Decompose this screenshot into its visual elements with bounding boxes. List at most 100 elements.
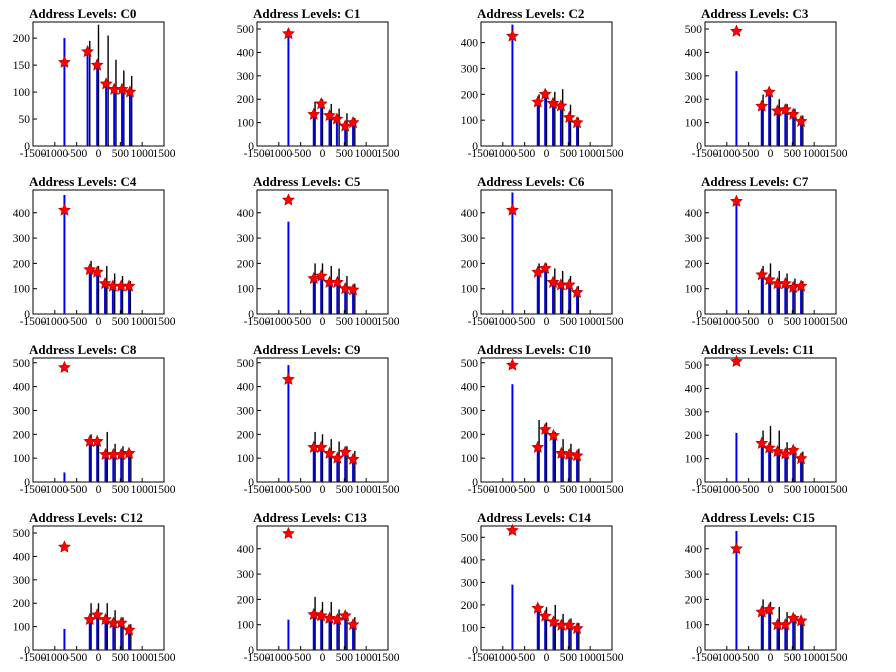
peak-star (554, 446, 568, 459)
y-tick-label: 100 (13, 284, 31, 296)
peak-star (81, 44, 94, 58)
panel-c13: Address Levels: C13 0 100 200 300 400 -1500-10… (237, 510, 400, 664)
x-tick-label: -1500 (692, 484, 719, 496)
x-tick-label: 0 (768, 652, 774, 664)
peak-star (346, 617, 360, 631)
x-tick-label: -500 (290, 484, 311, 496)
y-tick-label: 300 (685, 407, 703, 419)
panel-c9: Address Levels: C90100200300400500-1500-… (237, 342, 400, 496)
y-tick-label: 300 (461, 64, 479, 76)
panel-c15: Address Levels: C15 0 100 200 300 400 -1500-10… (685, 510, 848, 664)
peak-star (346, 283, 360, 296)
y-tick-label: 200 (461, 600, 479, 612)
y-tick-label: 200 (685, 430, 703, 442)
panel-title: Address Levels: C7 (701, 174, 809, 189)
x-tick-label: 0 (320, 316, 326, 328)
x-tick-label: 1500 (601, 148, 624, 160)
peak-star (778, 102, 792, 116)
peak-star (307, 107, 321, 120)
x-tick-label: 1500 (601, 484, 624, 496)
x-tick-label: 1000 (803, 652, 826, 664)
panel-c3: Address Levels: C30100200300400500-1500-… (685, 6, 848, 160)
x-tick-label: -1000 (265, 148, 292, 160)
x-tick-label: -1000 (713, 484, 740, 496)
peak-star (506, 29, 519, 42)
x-tick-label: -500 (290, 148, 311, 160)
x-tick-label: 0 (544, 148, 550, 160)
y-tick-label: 400 (685, 208, 703, 220)
y-tick-label: 200 (685, 94, 703, 106)
peak-star (323, 446, 336, 459)
panel-title: Address Levels: C11 (701, 342, 814, 357)
y-tick-label: 500 (237, 24, 255, 36)
peak-star (122, 446, 136, 459)
peak-star (794, 279, 808, 292)
panel-title: Address Levels: C5 (253, 174, 361, 189)
x-tick-label: 500 (336, 484, 354, 496)
peak-star (90, 434, 104, 447)
y-tick-label: 300 (461, 233, 479, 245)
x-tick-label: 1000 (131, 652, 154, 664)
y-tick-label: 300 (237, 569, 255, 581)
peak-star (570, 116, 584, 129)
peak-star (562, 447, 576, 461)
x-tick-label: 500 (336, 316, 354, 328)
peak-star (506, 203, 519, 216)
x-tick-label: 500 (560, 484, 578, 496)
peak-star (122, 279, 136, 292)
peak-star (531, 601, 545, 614)
y-tick-label: 0 (696, 141, 702, 153)
x-tick-label: 1500 (377, 652, 400, 664)
x-tick-label: 1500 (153, 652, 176, 664)
x-tick-label: 0 (544, 484, 550, 496)
y-tick-label: 500 (685, 360, 703, 372)
x-tick-label: -1500 (20, 148, 47, 160)
x-tick-label: 1500 (825, 652, 848, 664)
x-tick-label: -500 (514, 148, 535, 160)
y-tick-label: 0 (472, 477, 478, 489)
peak-star (282, 193, 295, 206)
peak-star (570, 449, 584, 462)
x-tick-label: -1000 (41, 316, 68, 328)
panel-c7: Address Levels: C7 0 100 200 300 400 -1500-100… (685, 174, 848, 328)
y-tick-label: 500 (461, 358, 479, 370)
x-tick-label: 1000 (579, 148, 602, 160)
y-tick-label: 100 (685, 118, 703, 130)
x-tick-label: 1000 (355, 652, 378, 664)
panel-c14: Address Levels: C14 0 100 200 300 400 500 -1500… (461, 510, 624, 664)
y-tick-label: 400 (237, 208, 255, 220)
peak-star (531, 95, 545, 108)
y-tick-label: 400 (461, 382, 479, 394)
panel-title: Address Levels: C3 (701, 6, 809, 21)
peak-star (755, 436, 769, 449)
x-tick-label: -1500 (244, 316, 271, 328)
peak-star (538, 87, 552, 100)
peak-star (538, 261, 552, 274)
x-tick-label: -500 (514, 484, 535, 496)
y-tick-label: 0 (472, 645, 478, 657)
panel-title: Address Levels: C9 (253, 342, 361, 357)
y-tick-label: 400 (237, 382, 255, 394)
x-tick-label: 1000 (803, 316, 826, 328)
y-tick-label: 150 (13, 60, 31, 72)
y-tick-label: 200 (685, 258, 703, 270)
x-tick-label: -1000 (489, 316, 516, 328)
y-tick-label: 0 (696, 645, 702, 657)
x-tick-label: 1500 (153, 316, 176, 328)
peak-star (83, 262, 97, 276)
y-tick-label: 100 (685, 454, 703, 466)
y-tick-label: 100 (461, 284, 479, 296)
peak-star (314, 97, 328, 110)
x-tick-label: 1000 (579, 652, 602, 664)
y-tick-label: 300 (13, 233, 31, 245)
x-tick-label: -1000 (41, 652, 68, 664)
y-tick-label: 0 (248, 645, 254, 657)
x-tick-label: 1500 (825, 484, 848, 496)
x-tick-label: -1000 (265, 316, 292, 328)
y-tick-label: 0 (24, 477, 30, 489)
y-tick-label: 200 (13, 258, 31, 270)
y-tick-label: 0 (248, 141, 254, 153)
y-tick-label: 500 (685, 24, 703, 36)
x-tick-label: -1500 (244, 148, 271, 160)
